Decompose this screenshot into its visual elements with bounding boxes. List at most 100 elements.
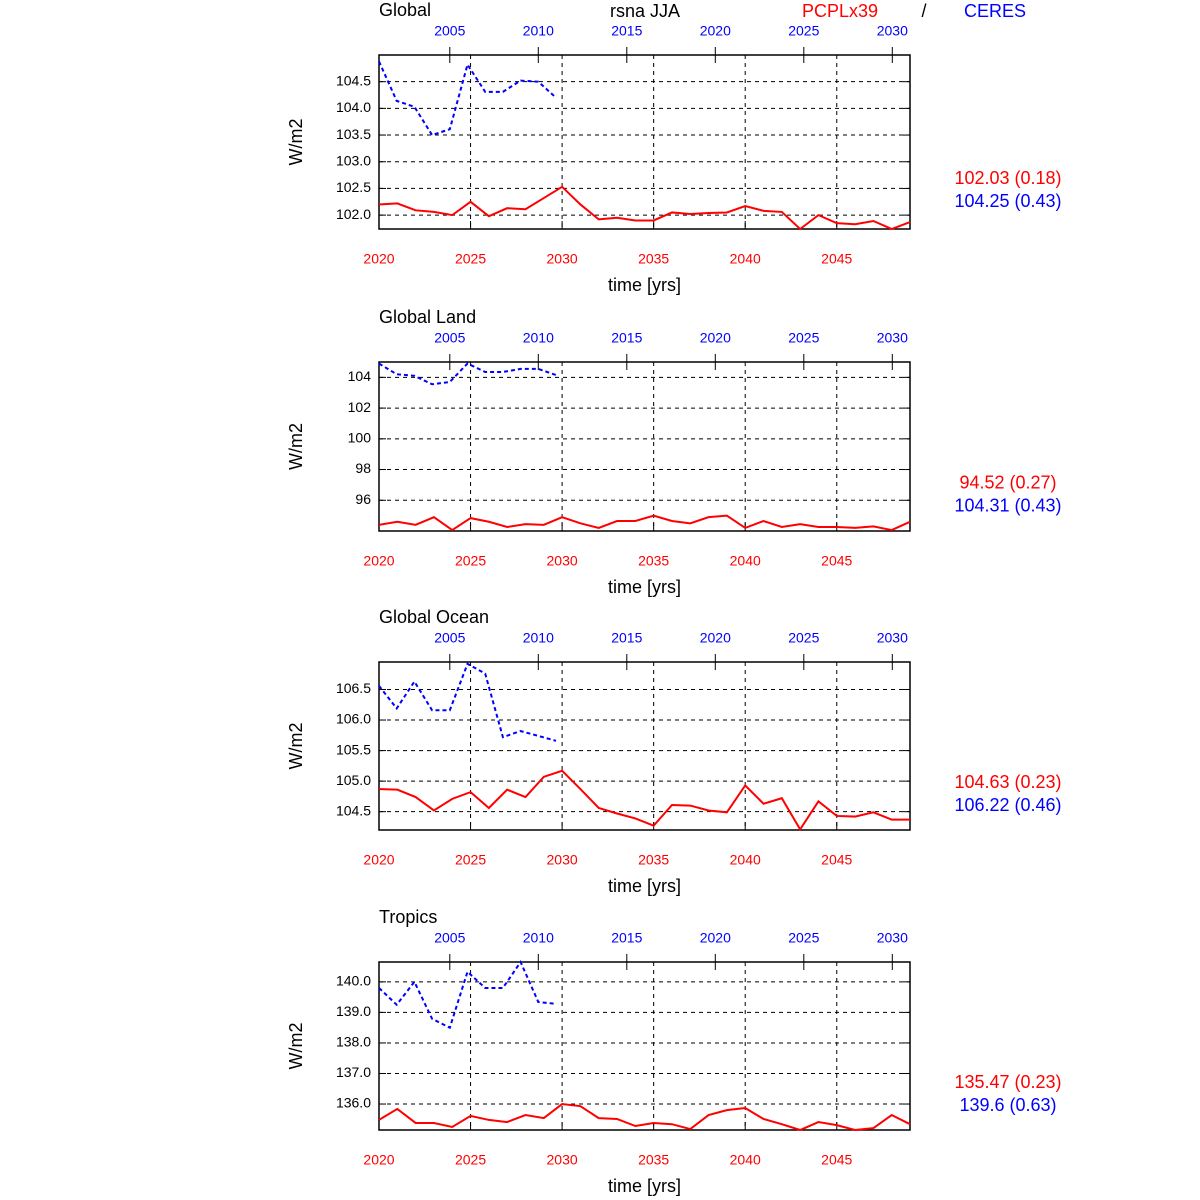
series-line [378,60,557,137]
x-tick-label: 2035 [638,251,669,267]
x-tick-label: 2045 [821,553,852,569]
x2-tick-label: 2010 [523,23,554,39]
x-tick-label: 2025 [455,852,486,868]
y-axis-label: W/m2 [286,723,306,770]
x2-tick-label: 2030 [877,630,908,646]
x-tick-label: 2020 [363,1152,394,1168]
series-line [378,514,911,532]
x2-tick-label: 2030 [877,330,908,346]
x2-tick-label: 2015 [611,630,642,646]
y-tick-label: 105.0 [336,772,371,788]
x-tick-label: 2030 [547,1152,578,1168]
x2-tick-label: 2005 [434,23,465,39]
x2-tick-label: 2015 [611,23,642,39]
y-axis-label: W/m2 [286,423,306,470]
series-stat: 104.31 (0.43) [954,495,1061,515]
y-tick-label: 102 [348,399,372,415]
y-tick-label: 104.5 [336,802,371,818]
y-axis-label: W/m2 [286,1023,306,1070]
y-tick-label: 96 [355,491,371,507]
legend-entry: CERES [964,1,1026,21]
x-tick-label: 2040 [730,852,761,868]
x-tick-label: 2030 [547,852,578,868]
panel-title: Tropics [379,907,437,927]
x2-tick-label: 2020 [700,630,731,646]
y-tick-label: 100 [348,430,372,446]
x-axis-label: time [yrs] [608,876,681,896]
x2-tick-label: 2030 [877,23,908,39]
x-tick-label: 2045 [821,251,852,267]
y-tick-label: 105.5 [336,741,371,757]
y-tick-label: 98 [355,460,371,476]
y-tick-label: 106.5 [336,680,371,696]
series-stat: 106.22 (0.46) [954,795,1061,815]
x-axis-label: time [yrs] [608,577,681,597]
x2-tick-label: 2020 [700,23,731,39]
y-tick-label: 106.0 [336,711,371,727]
series-stat: 139.6 (0.63) [959,1095,1056,1115]
x-tick-label: 2020 [363,852,394,868]
x-tick-label: 2040 [730,251,761,267]
x2-tick-label: 2015 [611,330,642,346]
plot-frame [378,54,911,230]
suptitle: rsna JJA [610,1,680,21]
series-line [378,662,557,742]
x-tick-label: 2035 [638,1152,669,1168]
x2-tick-label: 2025 [788,930,819,946]
x2-tick-label: 2020 [700,930,731,946]
series-line [378,959,557,1030]
series-line [378,1102,911,1132]
panel-title: Global Land [379,307,476,327]
y-tick-label: 140.0 [336,973,371,989]
x2-tick-label: 2025 [788,330,819,346]
x-tick-label: 2035 [638,852,669,868]
x2-tick-label: 2025 [788,630,819,646]
plot-frame [378,961,911,1131]
x2-tick-label: 2010 [523,330,554,346]
x-axis-label: time [yrs] [608,275,681,295]
x2-tick-label: 2010 [523,930,554,946]
x2-tick-label: 2005 [434,930,465,946]
x-tick-label: 2025 [455,251,486,267]
x-tick-label: 2020 [363,251,394,267]
plot-frame [378,661,911,831]
x2-tick-label: 2015 [611,930,642,946]
y-tick-label: 103.5 [336,126,371,142]
y-tick-label: 136.0 [336,1095,371,1111]
series-line [378,769,910,832]
x2-tick-label: 2005 [434,330,465,346]
x-tick-label: 2030 [547,251,578,267]
y-tick-label: 139.0 [336,1003,371,1019]
x-axis-label: time [yrs] [608,1176,681,1196]
series-stat: 104.63 (0.23) [954,772,1061,792]
y-tick-label: 103.0 [336,152,371,168]
y-tick-label: 137.0 [336,1064,371,1080]
plot-frame [378,361,911,532]
x-tick-label: 2040 [730,1152,761,1168]
x-tick-label: 2030 [547,553,578,569]
series-stat: 135.47 (0.23) [954,1072,1061,1092]
y-tick-label: 104.5 [336,72,371,88]
series-line [378,185,911,231]
series-stat: 102.03 (0.18) [954,168,1061,188]
x-tick-label: 2045 [821,1152,852,1168]
x2-tick-label: 2030 [877,930,908,946]
y-tick-label: 104.0 [336,99,371,115]
legend-separator: / [921,1,926,21]
y-tick-label: 102.5 [336,179,371,195]
series-stat: 104.25 (0.43) [954,191,1061,211]
x-tick-label: 2020 [363,553,394,569]
x-tick-label: 2040 [730,553,761,569]
y-tick-label: 138.0 [336,1034,371,1050]
x-tick-label: 2035 [638,553,669,569]
x-tick-label: 2025 [455,553,486,569]
y-axis-label: W/m2 [286,119,306,166]
series-line [378,362,557,386]
panel-title: Global Ocean [379,607,489,627]
x-tick-label: 2045 [821,852,852,868]
x2-tick-label: 2010 [523,630,554,646]
x2-tick-label: 2020 [700,330,731,346]
legend-entry: PCPLx39 [802,1,878,21]
x-tick-label: 2025 [455,1152,486,1168]
